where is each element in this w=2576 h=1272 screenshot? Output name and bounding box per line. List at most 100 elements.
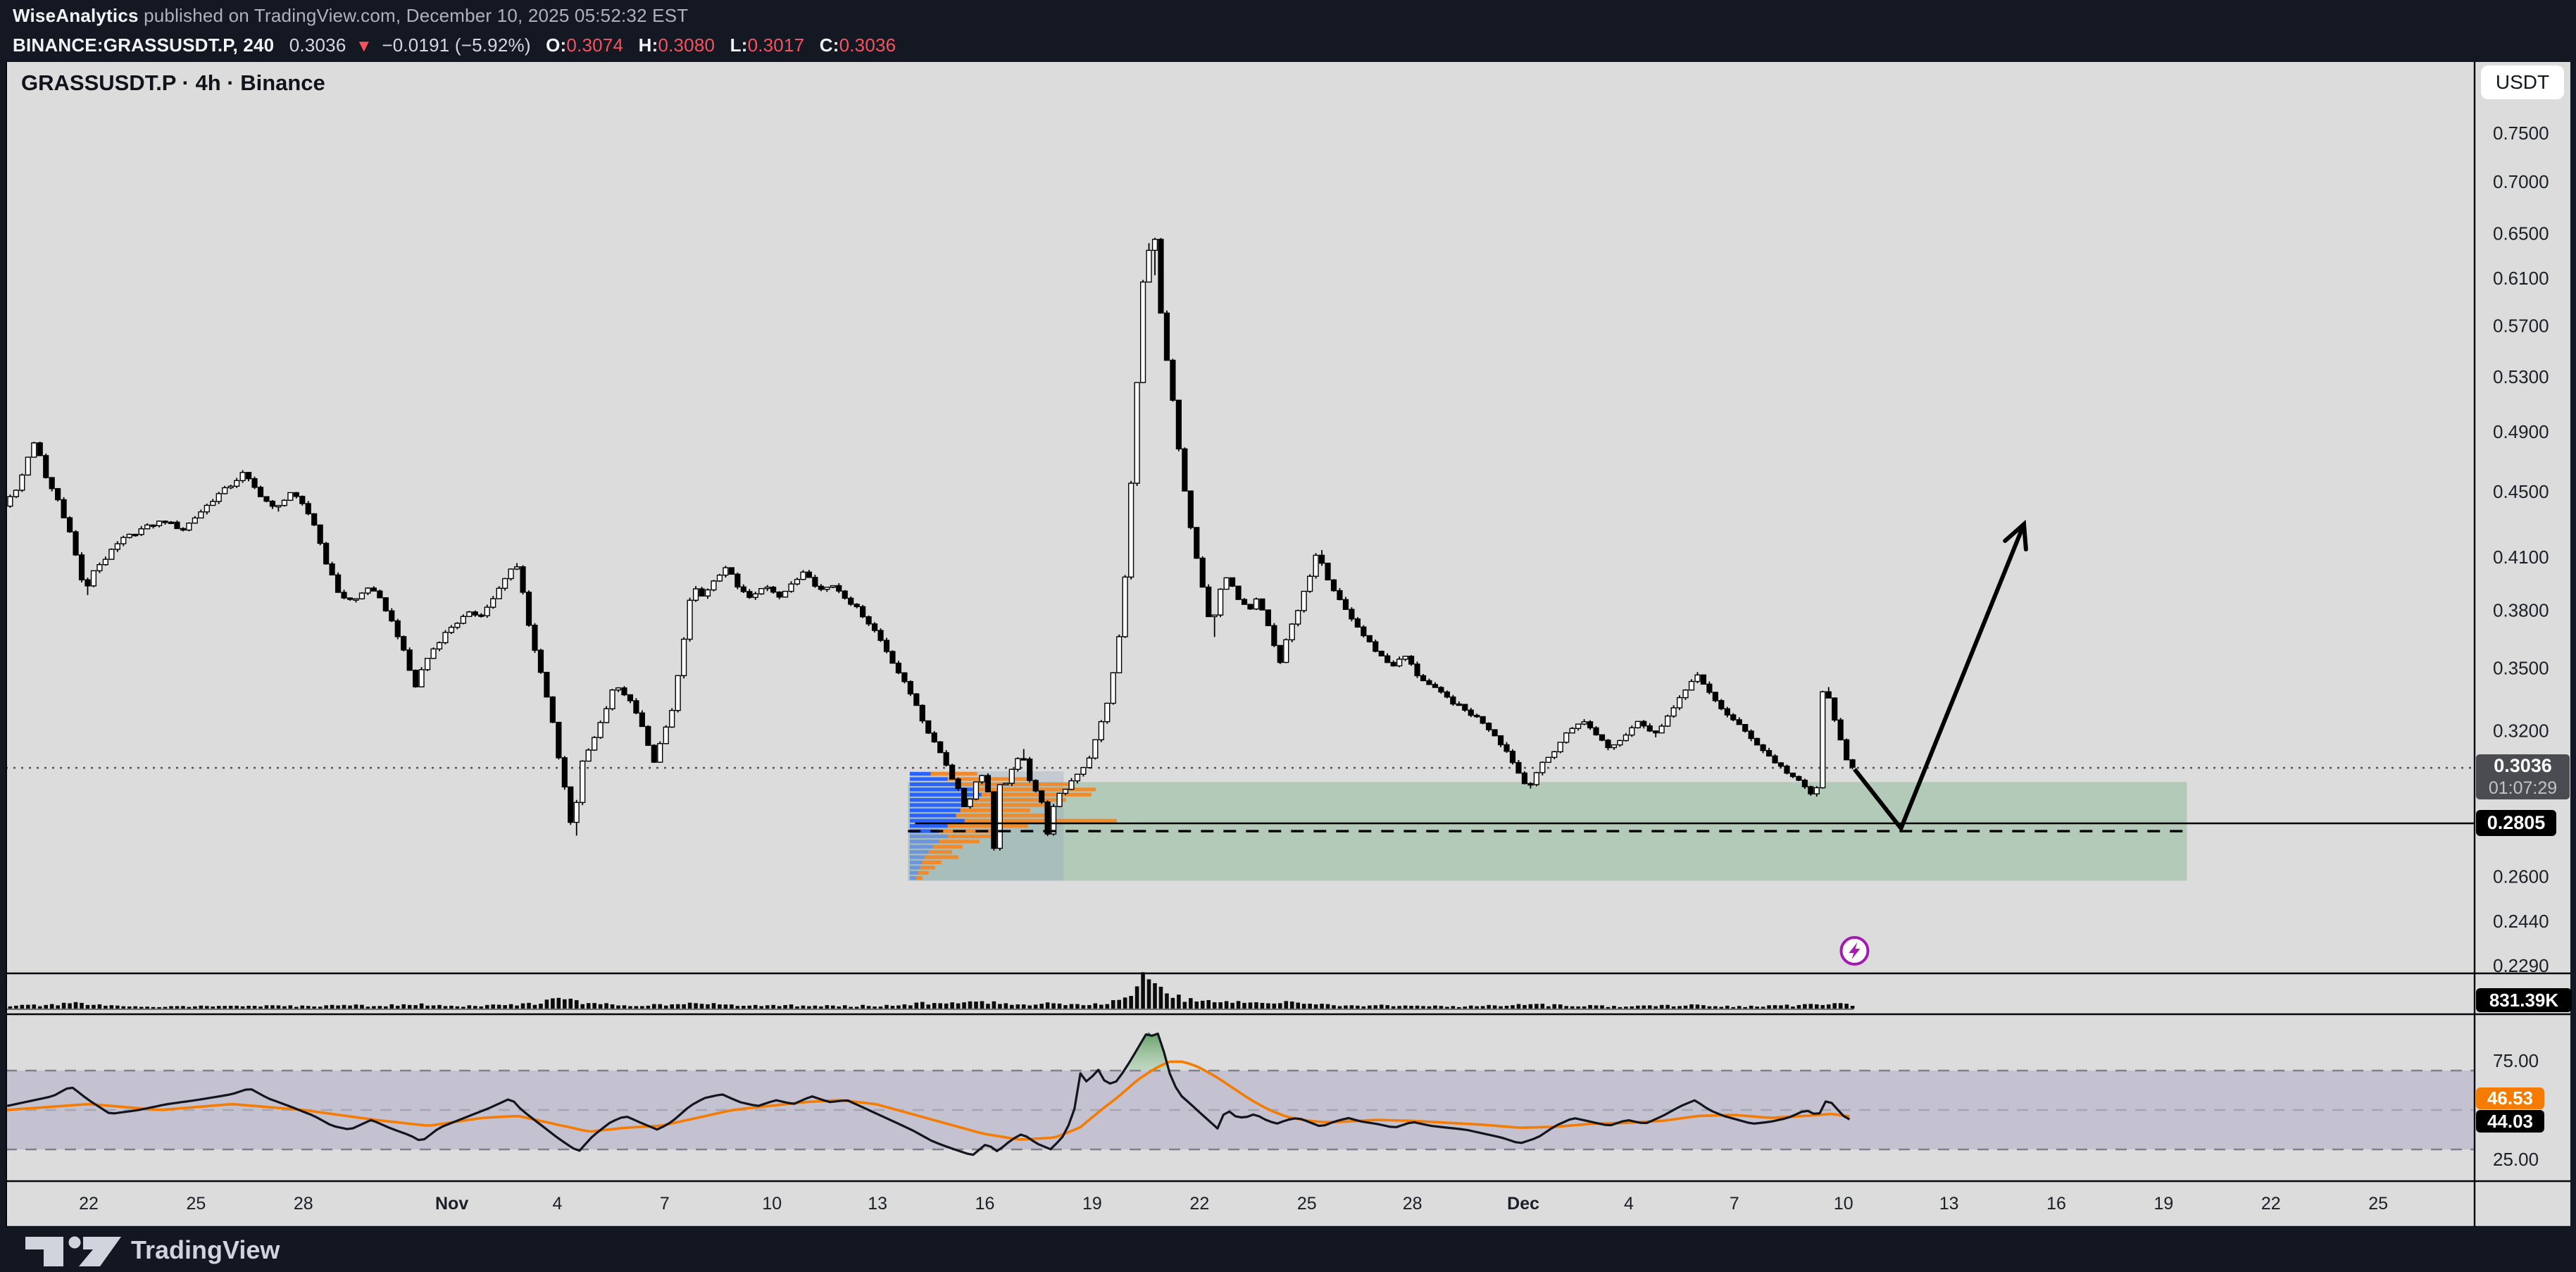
volume-bar [1129, 996, 1133, 1009]
candle-up [210, 501, 216, 506]
candle-down [49, 477, 55, 490]
profile-up-volume-bar [909, 875, 916, 880]
time-axis-label[interactable]: 13 [868, 1194, 887, 1214]
candle-down [269, 500, 276, 507]
volume-bar [747, 1005, 752, 1009]
time-axis-label[interactable]: Dec [1507, 1194, 1539, 1214]
candle-down [1158, 239, 1164, 314]
candle-up [752, 593, 758, 598]
currency-toggle-button[interactable]: USDT [2481, 66, 2564, 99]
price-axis-label[interactable]: 0.4500 [2493, 481, 2549, 502]
candle-up [96, 563, 103, 572]
time-axis-label[interactable]: 4 [1624, 1194, 1634, 1214]
time-axis-label[interactable]: 16 [2046, 1194, 2066, 1214]
price-axis-label[interactable]: 0.7500 [2493, 123, 2549, 144]
volume-bar [1332, 1005, 1336, 1009]
time-axis-label[interactable]: 19 [2153, 1194, 2173, 1214]
candle-down [901, 672, 908, 682]
projection-arrow[interactable] [1853, 520, 2028, 831]
time-axis-label[interactable]: 7 [660, 1194, 670, 1214]
time-axis-label[interactable]: 10 [762, 1194, 782, 1214]
time-axis-label[interactable]: 16 [975, 1194, 995, 1214]
candle-down [1408, 656, 1415, 665]
price-axis-label[interactable]: 0.4100 [2493, 547, 2549, 568]
price-axis-label[interactable]: 0.2600 [2493, 866, 2549, 887]
volume-bar [908, 1005, 913, 1009]
time-axis-label[interactable]: 25 [186, 1194, 206, 1214]
price-axis-label[interactable]: 0.3500 [2493, 657, 2549, 678]
time-axis-label[interactable]: Nov [435, 1194, 468, 1214]
time-axis-label[interactable]: 4 [553, 1194, 563, 1214]
lightning-bolt-icon[interactable] [1849, 942, 1861, 960]
author-name: WiseAnalytics [13, 5, 139, 26]
low-value: 0.3017 [747, 35, 805, 56]
close-label: C: [819, 35, 839, 56]
time-axis-label[interactable]: 25 [2368, 1194, 2388, 1214]
price-axis-label[interactable]: 0.6100 [2493, 268, 2549, 289]
candle-down [472, 611, 478, 616]
candle-down [1808, 786, 1814, 794]
price-axis-label[interactable]: 0.5300 [2493, 366, 2549, 387]
volume-bar [1349, 1005, 1354, 1009]
rsi-axis-label[interactable]: 25.00 [2493, 1149, 2539, 1170]
volume-bar [1212, 1002, 1217, 1009]
time-axis-label[interactable]: 19 [1082, 1194, 1102, 1214]
volume-bar [813, 1005, 818, 1009]
volume-bar [1844, 1004, 1849, 1009]
price-axis-label[interactable]: 0.2290 [2493, 955, 2549, 976]
price-axis-label[interactable]: 0.3800 [2493, 600, 2549, 621]
volume-bar [1695, 1004, 1700, 1009]
volume-bar [771, 1004, 775, 1009]
candle-down [1020, 758, 1027, 761]
candle-down [621, 687, 627, 696]
candle-down [413, 669, 419, 687]
time-axis-label[interactable]: 22 [79, 1194, 99, 1214]
price-axis-label[interactable]: 0.5700 [2493, 315, 2549, 336]
rsi-axis-label[interactable]: 75.00 [2493, 1050, 2539, 1071]
time-axis-label[interactable]: 13 [1939, 1194, 1959, 1214]
candle-down [1646, 725, 1653, 732]
price-axis-label[interactable]: 0.2440 [2493, 911, 2549, 932]
candle-down [1271, 625, 1277, 647]
candle-down [1801, 780, 1808, 787]
candle-down [1325, 562, 1331, 581]
time-axis-label[interactable]: 28 [294, 1194, 313, 1214]
volume-bar [1719, 1006, 1724, 1009]
volume-bar [264, 1005, 269, 1009]
candle-down [1724, 708, 1730, 716]
volume-bar [1534, 1004, 1539, 1009]
candle-down [1474, 714, 1480, 718]
price-axis-label[interactable]: 0.7000 [2493, 171, 2549, 192]
volume-bar [1421, 1006, 1425, 1009]
volume-bar [318, 1006, 323, 1009]
rsi-overbought-fill [1124, 1032, 1169, 1071]
volume-bar [1165, 993, 1169, 1009]
candle-up [1116, 636, 1123, 673]
time-axis-label[interactable]: 7 [1730, 1194, 1739, 1214]
time-axis-label[interactable]: 28 [1403, 1194, 1423, 1214]
profile-down-volume-bar [939, 840, 980, 844]
volume-bar [783, 1004, 787, 1009]
price-axis-label[interactable]: 0.4900 [2493, 421, 2549, 442]
candle-up [592, 737, 598, 751]
candle-down [1754, 737, 1761, 746]
candle-down [1509, 751, 1516, 763]
profile-up-volume-bar [909, 818, 965, 823]
time-axis-label[interactable]: 22 [2261, 1194, 2281, 1214]
price-axis-label[interactable]: 0.3200 [2493, 721, 2549, 742]
price-axis-label[interactable]: 0.6500 [2493, 223, 2549, 244]
time-axis-label[interactable]: 25 [1297, 1194, 1317, 1214]
candle-up [460, 616, 466, 624]
volume-bar [1313, 1004, 1318, 1009]
time-axis-label[interactable]: 10 [1834, 1194, 1853, 1214]
candle-up [1670, 707, 1677, 717]
candle-down [66, 517, 73, 532]
volume-bar [777, 1006, 782, 1009]
candle-up [830, 585, 836, 588]
candle-up [681, 638, 687, 676]
volume-bar [1731, 1006, 1736, 1009]
candle-up [1301, 590, 1307, 611]
candle-up [1557, 742, 1563, 753]
time-axis-label[interactable]: 22 [1189, 1194, 1209, 1214]
